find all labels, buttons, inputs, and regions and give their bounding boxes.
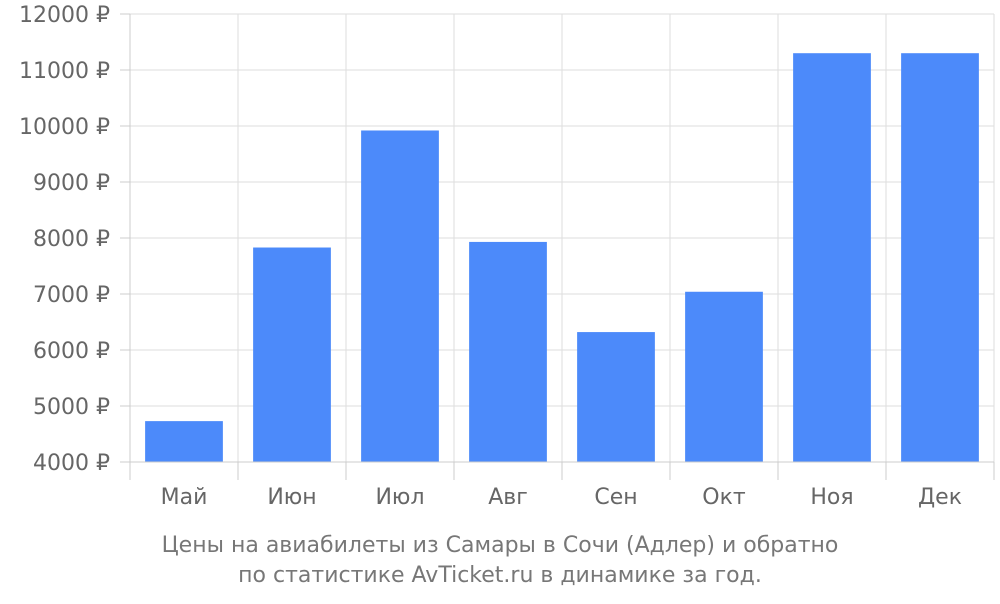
bar-Авг xyxy=(469,241,547,462)
y-tick-label: 11000 ₽ xyxy=(19,59,110,84)
x-tick-label: Окт xyxy=(702,485,746,510)
chart-caption-line-1: Цены на авиабилеты из Самары в Сочи (Адл… xyxy=(161,533,839,558)
y-tick-label: 10000 ₽ xyxy=(19,115,110,140)
bar-Дек xyxy=(901,53,979,462)
x-tick-label: Дек xyxy=(918,485,962,510)
x-tick-label: Июл xyxy=(375,485,424,510)
x-tick-label: Май xyxy=(161,485,208,510)
bars xyxy=(145,53,979,463)
y-tick-label: 6000 ₽ xyxy=(33,339,110,364)
y-tick-label: 4000 ₽ xyxy=(33,451,110,476)
y-tick-label: 9000 ₽ xyxy=(33,171,110,196)
y-tick-label: 5000 ₽ xyxy=(33,395,110,420)
y-axis-ticks: 4000 ₽ 5000 ₽ 6000 ₽ 7000 ₽ 8000 ₽ 9000 ₽ 1000… xyxy=(19,3,130,476)
bar-Ноя xyxy=(793,53,871,462)
y-tick-label: 8000 ₽ xyxy=(33,227,110,252)
bar-Сен xyxy=(577,332,655,462)
x-tick-label: Ноя xyxy=(810,485,853,510)
chart-caption-line-2: по статистике AvTicket.ru в динамике за … xyxy=(238,563,762,588)
bar-Окт xyxy=(685,291,763,462)
x-tick-label: Авг xyxy=(488,485,528,510)
x-tick-label: Июн xyxy=(267,485,316,510)
y-tick-label: 7000 ₽ xyxy=(33,283,110,308)
x-axis-ticks: Май Июн Июл Авг Сен Окт Ноя Дек xyxy=(129,462,995,510)
bar-Июл xyxy=(361,130,439,463)
x-tick-label: Сен xyxy=(594,485,637,510)
bar-Июн xyxy=(253,247,331,462)
bar-Май xyxy=(145,421,223,462)
y-tick-label: 12000 ₽ xyxy=(19,3,110,28)
grid xyxy=(129,13,995,463)
